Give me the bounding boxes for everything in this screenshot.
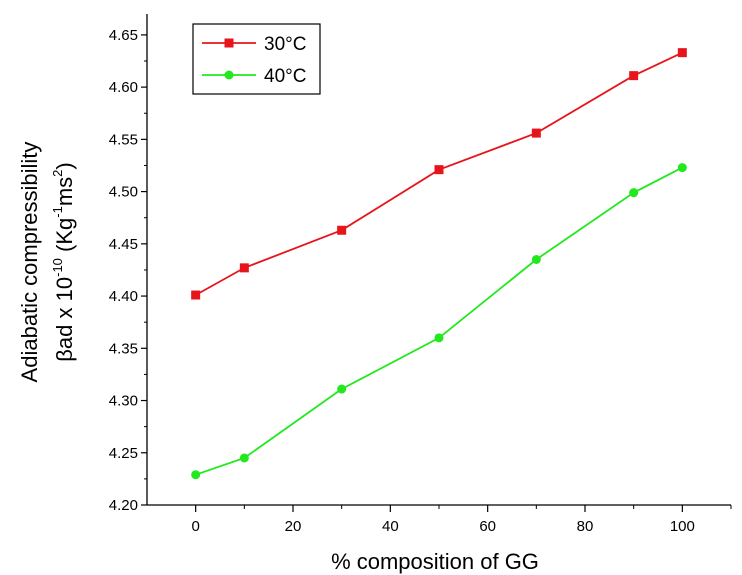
x-axis-title: % composition of GG [331, 549, 539, 574]
data-point [434, 333, 444, 343]
data-point [531, 255, 541, 264]
x-tick-label: 60 [479, 518, 496, 535]
y-tick-label: 4.50 [109, 184, 138, 201]
x-tick-label: 20 [285, 518, 302, 535]
legend-marker-30c [224, 38, 234, 48]
data-point [337, 225, 347, 235]
data-point [239, 263, 249, 273]
data-point [191, 290, 201, 300]
series-40c [191, 163, 687, 480]
data-point [531, 128, 541, 138]
x-tick-label: 0 [191, 518, 199, 535]
y-axis-title-line1: Adiabatic compressibility [17, 142, 42, 383]
legend-box [192, 23, 321, 95]
series-30c [191, 48, 687, 300]
y-tick-label: 4.20 [109, 497, 138, 514]
x-tick-label: 100 [670, 518, 695, 535]
data-point [677, 163, 687, 173]
series-line-40c [195, 166, 683, 476]
legend-marker-40c [224, 70, 234, 80]
y-tick-label: 4.65 [109, 27, 138, 44]
legend-label-30c: 30°C [264, 34, 306, 55]
data-point [191, 470, 201, 480]
data-point [677, 48, 687, 58]
x-tick-label: 80 [577, 518, 594, 535]
y-tick-label: 4.30 [109, 393, 138, 410]
y-tick-label: 4.25 [109, 445, 138, 462]
y-tick-label: 4.40 [109, 288, 138, 305]
y-axis-title-line2: βad x 10-10 (Kg-1ms2) [50, 162, 77, 361]
legend-label-40c: 40°C [264, 66, 306, 87]
data-point [434, 165, 444, 175]
legend: 30°C 40°C [192, 23, 321, 95]
data-point [629, 188, 639, 198]
y-tick-label: 4.55 [109, 131, 138, 148]
data-point [629, 71, 639, 81]
y-tick-label: 4.35 [109, 340, 138, 357]
x-tick-label: 40 [382, 518, 399, 535]
y-tick-label: 4.45 [109, 236, 138, 253]
data-point [337, 384, 347, 394]
data-point [239, 453, 249, 463]
y-tick-label: 4.60 [109, 79, 138, 96]
series-layer [191, 48, 687, 480]
axes: 4.20 4.25 4.30 4.35 4.40 4.45 4.50 4.55 4.60 4.65… [109, 14, 732, 535]
y-axis-title: Adiabatic compressibility βad x 10-10 (K… [17, 142, 77, 383]
